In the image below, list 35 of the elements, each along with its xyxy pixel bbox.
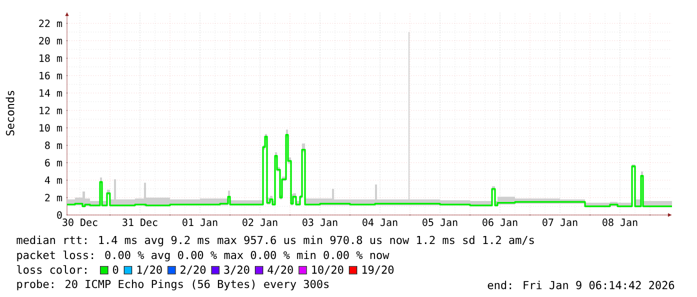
x-tick-label: 01 Jan <box>182 218 218 226</box>
y-tick-label: 2 m <box>45 194 62 202</box>
y-axis-title: Seconds <box>6 90 14 136</box>
legend-label: 0 <box>112 266 118 274</box>
legend-label: 2/20 <box>180 266 206 275</box>
y-tick-label: 22 m <box>39 20 62 28</box>
x-tick-label: 07 Jan <box>542 218 578 226</box>
text: probe: 20 ICMP Echo Pings (56 Bytes) every 300s <box>17 280 329 290</box>
text: packet loss: 0.00 % avg 0.00 % max 0.00 % min 0.00 % now <box>17 250 390 262</box>
y-tick-label: 8 m <box>45 142 62 150</box>
x-tick-label: 02 Jan <box>242 218 278 226</box>
x-tick-label: 05 Jan <box>422 218 458 226</box>
legend-label: 19/20 <box>362 266 394 275</box>
x-tick-label: 04 Jan <box>362 218 398 226</box>
x-tick-label: 31 Dec <box>122 218 158 226</box>
y-tick-label: 12 m <box>40 106 62 114</box>
y-tick-label: 16 m <box>40 72 62 80</box>
legend-label: 4/20 <box>268 266 293 275</box>
y-tick-label: 4 m <box>44 176 62 184</box>
legend-label: 3/20 <box>224 266 250 275</box>
y-tick-label: 10 m <box>40 124 62 132</box>
x-tick-label: 06 Jan <box>482 218 518 226</box>
y-tick-label: 20 m <box>39 36 62 45</box>
x-tick-label: 08 Jan <box>602 218 638 226</box>
text: median rtt: 1.4 ms avg 9.2 ms max 957.6 us min 970.8 us now 1.2 ms sd 1.2 am/s <box>16 236 534 246</box>
legend-label: 10/20 <box>312 266 344 275</box>
text: end: Fri Jan 9 06:14:42 2026 <box>488 280 674 290</box>
legend-title: loss color: <box>17 265 86 274</box>
legend-label: 1/20 <box>137 266 162 275</box>
y-tick-label: 0 <box>57 211 62 219</box>
y-tick-label: 6 m <box>45 158 62 167</box>
y-tick-label: 18 m <box>40 54 62 62</box>
x-tick-label: 30 Dec <box>62 218 98 226</box>
y-tick-label: 14 m <box>40 89 62 97</box>
x-tick-label: 03 Jan <box>302 218 338 226</box>
